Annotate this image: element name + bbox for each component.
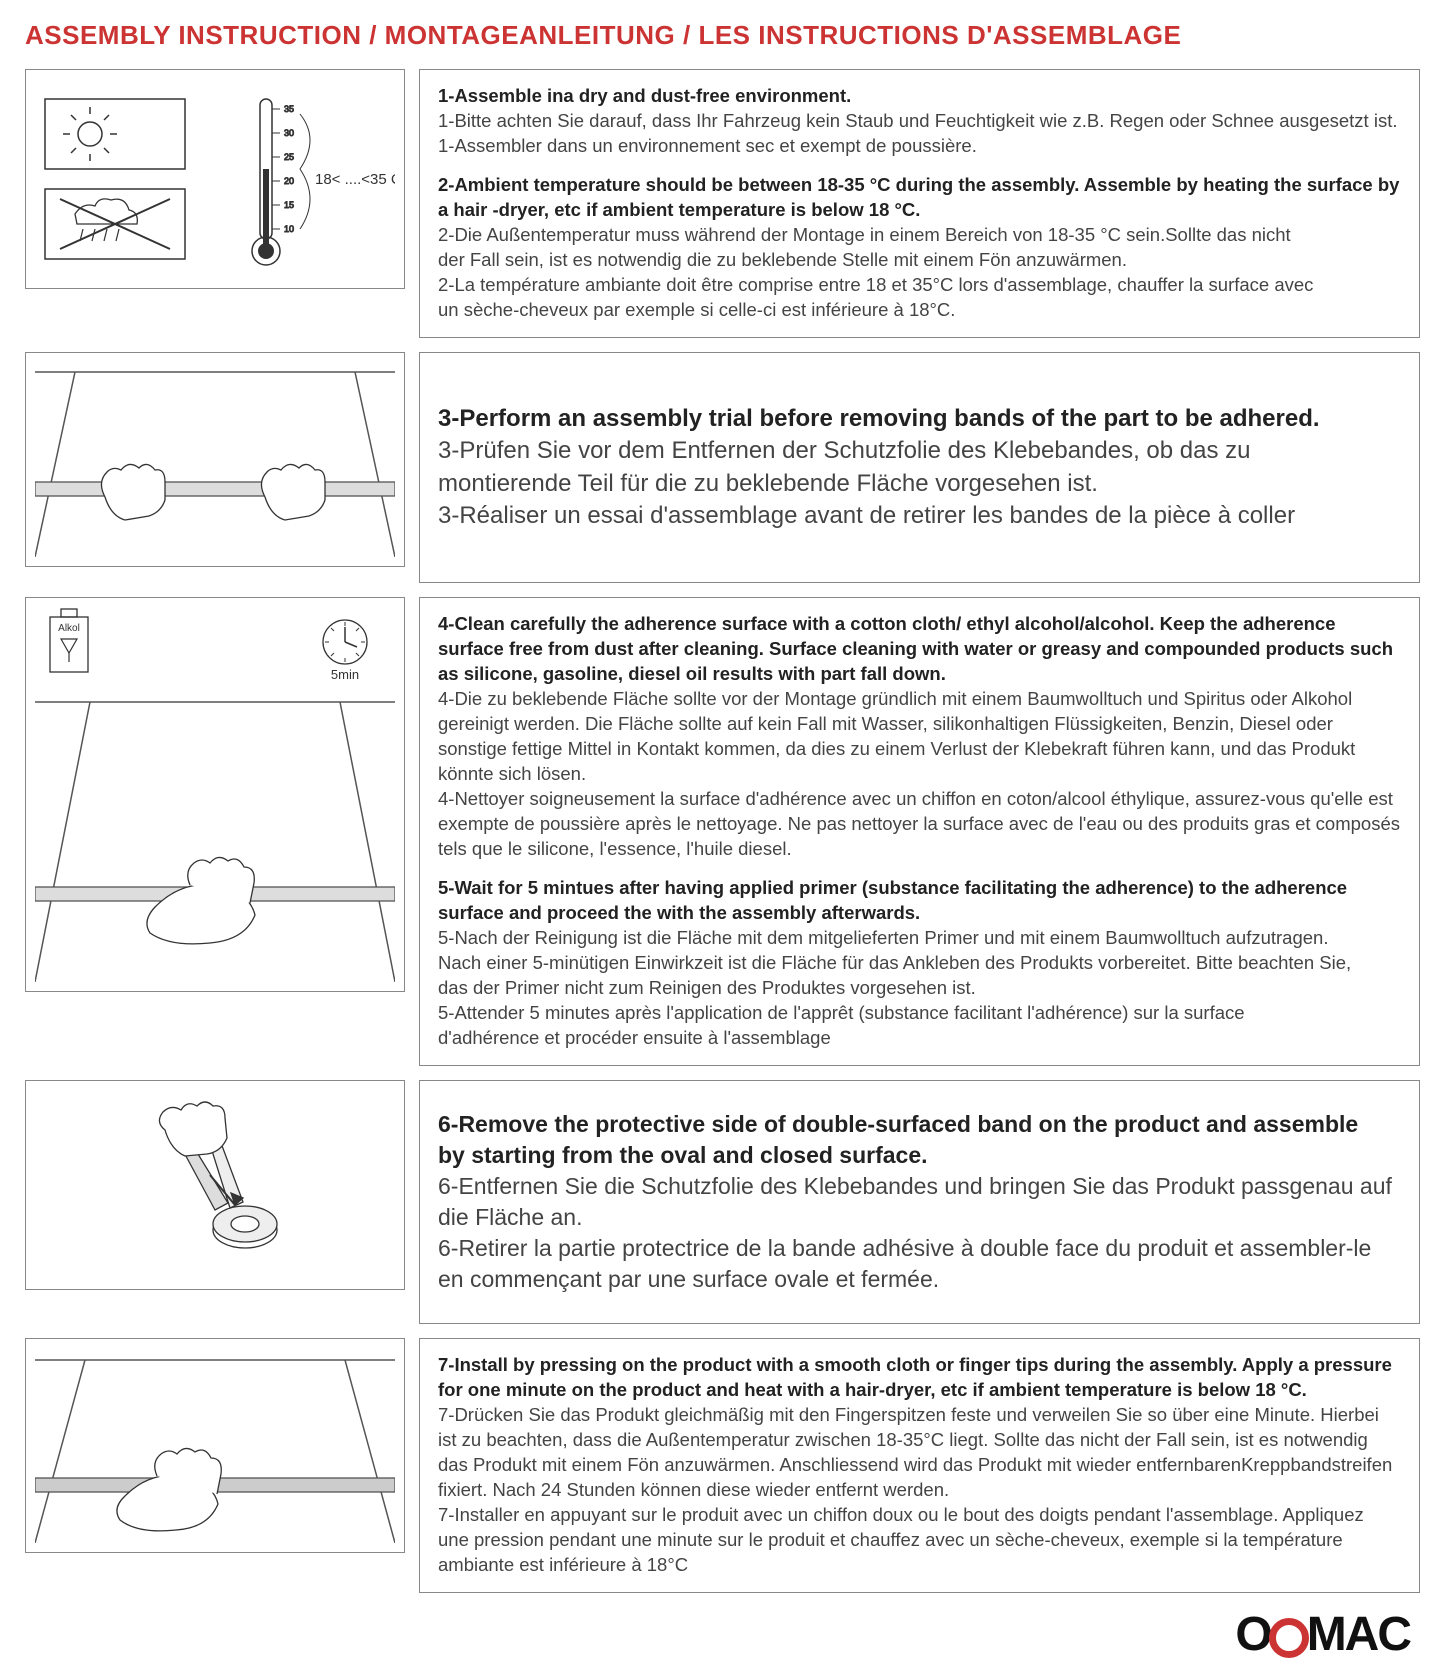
step-3-text: 4-Clean carefully the adherence surface …	[419, 597, 1420, 1065]
instruction-line: 2-Ambient temperature should be between …	[438, 173, 1401, 223]
instruction-line: 7-Installer en appuyant sur le produit a…	[438, 1503, 1401, 1528]
instruction-line: 3-Réaliser un essai d'assemblage avant d…	[438, 500, 1401, 532]
clean-icon: Alkol 5min	[35, 607, 395, 982]
step-3-illustration: Alkol 5min	[25, 597, 405, 992]
instruction-line: 4-Clean carefully the adherence surface …	[438, 612, 1401, 687]
step-2-illustration	[25, 352, 405, 567]
step-1-text: 1-Assemble ina dry and dust-free environ…	[419, 69, 1420, 338]
instruction-line: 7-Drücken Sie das Produkt gleichmäßig mi…	[438, 1403, 1401, 1428]
instruction-line: 2-La température ambiante doit être comp…	[438, 273, 1401, 298]
instruction-line: 5-Wait for 5 mintues after having applie…	[438, 876, 1401, 926]
instruction-line: fixiert. Nach 24 Stunden können diese wi…	[438, 1478, 1401, 1503]
svg-text:30: 30	[284, 128, 294, 138]
svg-text:25: 25	[284, 152, 294, 162]
step-4-illustration	[25, 1080, 405, 1290]
instruction-line: ist zu beachten, dass die Außentemperatu…	[438, 1428, 1401, 1453]
step-4-row: 6-Remove the protective side of double-s…	[25, 1080, 1420, 1324]
svg-text:Alkol: Alkol	[58, 623, 80, 634]
step-1-row: 35 30 25 20 15 10 18< ....<35 C 1-Assemb…	[25, 69, 1420, 338]
svg-text:35: 35	[284, 104, 294, 114]
svg-text:20: 20	[284, 176, 294, 186]
trial-icon	[35, 362, 395, 557]
instruction-line: by starting from the oval and closed sur…	[438, 1140, 1401, 1171]
instruction-line: 2-Die Außentemperatur muss während der M…	[438, 223, 1401, 248]
instruction-line: d'adhérence et procéder ensuite à l'asse…	[438, 1026, 1401, 1051]
instruction-line: 6-Entfernen Sie die Schutzfolie des Kleb…	[438, 1171, 1401, 1202]
instruction-line: 3-Perform an assembly trial before remov…	[438, 403, 1401, 435]
press-icon	[35, 1348, 395, 1543]
page-title: ASSEMBLY INSTRUCTION / MONTAGEANLEITUNG …	[25, 20, 1420, 51]
instruction-line: 1-Assemble ina dry and dust-free environ…	[438, 84, 1401, 109]
instruction-line: un sèche-cheveux par exemple si celle-ci…	[438, 298, 1401, 323]
instruction-line: 3-Prüfen Sie vor dem Entfernen der Schut…	[438, 435, 1401, 467]
remove-tape-icon	[35, 1090, 395, 1280]
instruction-line: 1-Bitte achten Sie darauf, dass Ihr Fahr…	[438, 109, 1401, 134]
instruction-line: montierende Teil für die zu beklebende F…	[438, 468, 1401, 500]
instruction-line: 4-Nettoyer soigneusement la surface d'ad…	[438, 787, 1401, 862]
instruction-line: 5-Nach der Reinigung ist die Fläche mit …	[438, 926, 1401, 951]
logo-ring-icon	[1269, 1618, 1309, 1658]
instruction-line: en commençant par une surface ovale et f…	[438, 1264, 1401, 1295]
brand-logo: O MAC	[25, 1607, 1420, 1662]
svg-text:10: 10	[284, 224, 294, 234]
step-5-text: 7-Install by pressing on the product wit…	[419, 1338, 1420, 1593]
step-2-text: 3-Perform an assembly trial before remov…	[419, 352, 1420, 584]
temperature-icon: 35 30 25 20 15 10 18< ....<35 C	[35, 79, 395, 279]
svg-text:15: 15	[284, 200, 294, 210]
instruction-line: 5-Attender 5 minutes après l'application…	[438, 1001, 1401, 1026]
step-3-row: Alkol 5min 4-Clean carefu	[25, 597, 1420, 1065]
instruction-line: das der Primer nicht zum Reinigen des Pr…	[438, 976, 1401, 1001]
instruction-line: 6-Retirer la partie protectrice de la ba…	[438, 1233, 1401, 1264]
step-1-illustration: 35 30 25 20 15 10 18< ....<35 C	[25, 69, 405, 289]
svg-text:18< ....<35 C: 18< ....<35 C	[315, 171, 395, 188]
instruction-line: 6-Remove the protective side of double-s…	[438, 1109, 1401, 1140]
logo-letters-mac: MAC	[1307, 1607, 1410, 1662]
svg-text:5min: 5min	[331, 667, 359, 682]
instruction-line: das Produkt mit einem Fön anzuwärmen. An…	[438, 1453, 1401, 1478]
step-5-row: 7-Install by pressing on the product wit…	[25, 1338, 1420, 1593]
instruction-line: der Fall sein, ist es notwendig die zu b…	[438, 248, 1401, 273]
instruction-line: 1-Assembler dans un environnement sec et…	[438, 134, 1401, 159]
instruction-line: 7-Install by pressing on the product wit…	[438, 1353, 1401, 1403]
instruction-line: 4-Die zu beklebende Fläche sollte vor de…	[438, 687, 1401, 787]
instruction-line: die Fläche an.	[438, 1202, 1401, 1233]
logo-letter-o: O	[1235, 1607, 1270, 1662]
step-4-text: 6-Remove the protective side of double-s…	[419, 1080, 1420, 1324]
instruction-line: Nach einer 5-minütigen Einwirkzeit ist d…	[438, 951, 1401, 976]
instruction-line: une pression pendant une minute sur le p…	[438, 1528, 1401, 1578]
step-5-illustration	[25, 1338, 405, 1553]
step-2-row: 3-Perform an assembly trial before remov…	[25, 352, 1420, 584]
